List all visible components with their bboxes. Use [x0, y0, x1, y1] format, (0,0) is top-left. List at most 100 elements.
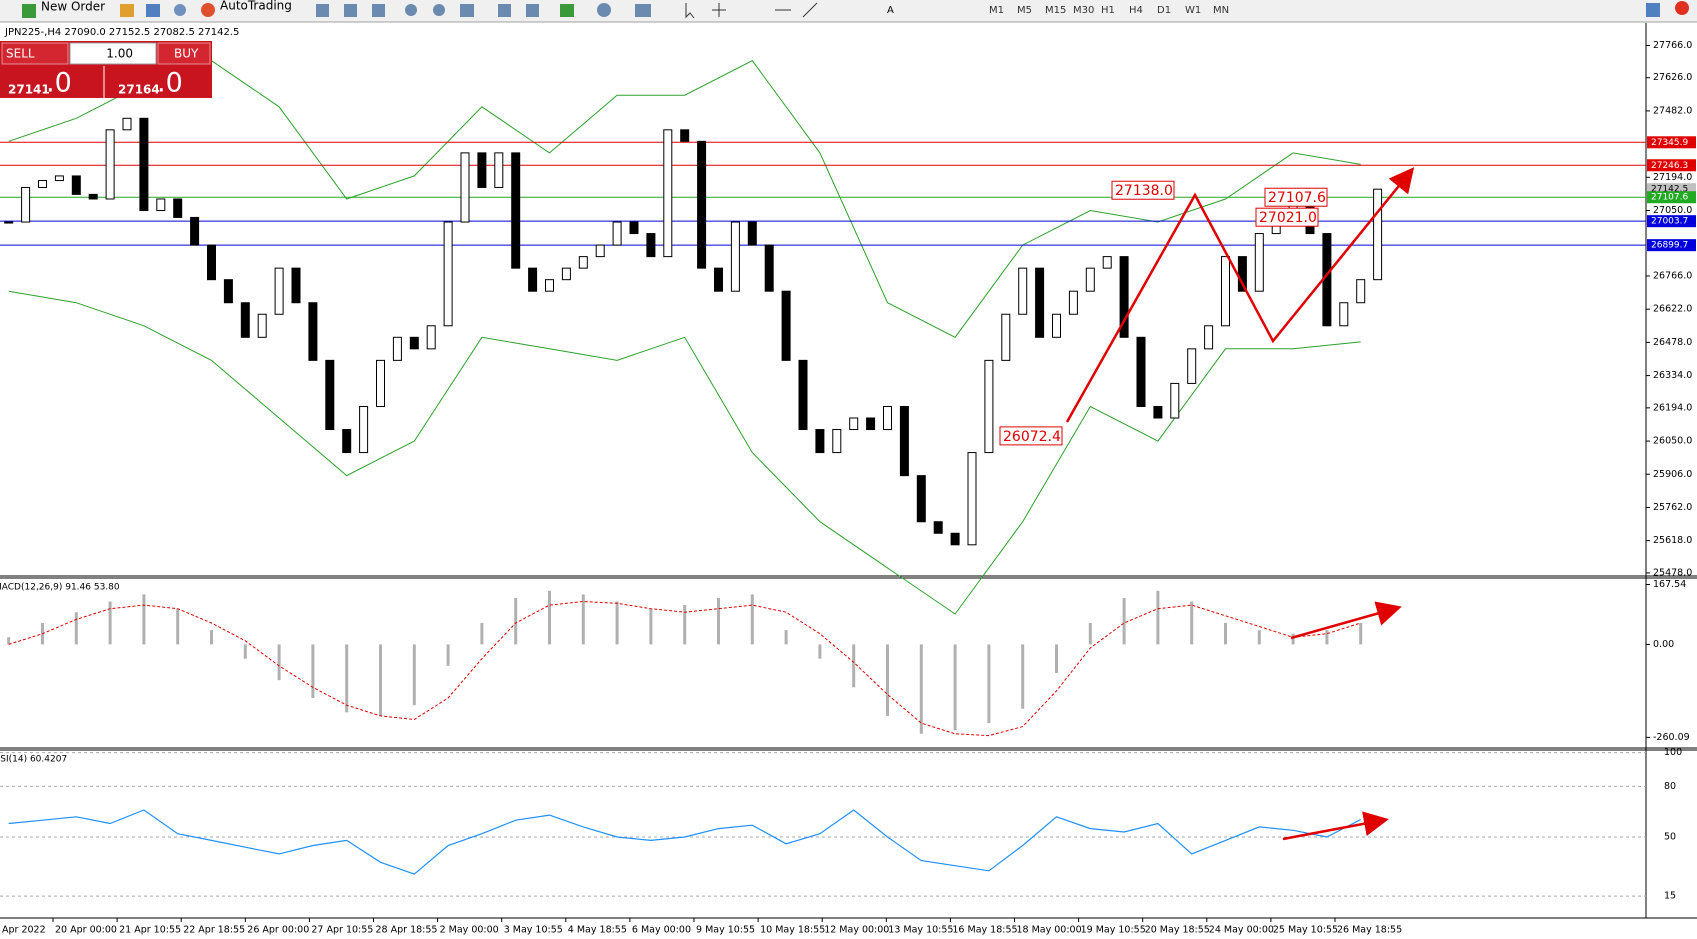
- price-level-label: 27246.3: [1651, 161, 1688, 171]
- buy-price[interactable]: 27164: [118, 83, 160, 97]
- toolbar-icon[interactable]: [344, 4, 357, 17]
- x-tick-label: 12 May 00:00: [824, 925, 889, 936]
- y-tick-label: 0.00: [1653, 639, 1674, 650]
- macd-bar: [1055, 644, 1058, 674]
- x-tick-label: 13 May 10:55: [888, 925, 953, 936]
- price-level-box: [1647, 159, 1696, 172]
- macd-bar: [1224, 622, 1227, 645]
- toolbar-icon[interactable]: [174, 4, 186, 16]
- toolbar-icon[interactable]: [146, 4, 160, 17]
- candle: [105, 129, 115, 200]
- y-tick-label: 50: [1664, 832, 1676, 843]
- zoom-out[interactable]: [433, 4, 445, 16]
- y-tick-label: 27482.0: [1653, 105, 1692, 116]
- timeframe-button[interactable]: D1: [1157, 5, 1171, 16]
- timeframe-button[interactable]: W1: [1185, 5, 1201, 16]
- candle: [697, 140, 707, 269]
- toolbar-icon[interactable]: [597, 3, 611, 17]
- text-tool[interactable]: A: [887, 5, 894, 16]
- trendline-tool[interactable]: [802, 2, 818, 18]
- candle: [933, 521, 943, 534]
- toolbar-icon[interactable]: [460, 4, 474, 17]
- timeframe-button[interactable]: M30: [1073, 5, 1094, 16]
- candle: [190, 216, 200, 246]
- candle: [1339, 302, 1349, 327]
- toolbar-icon[interactable]: [316, 4, 329, 17]
- bollinger-lower: [8, 290, 1361, 615]
- macd-bar: [750, 594, 754, 645]
- price-level-label: 27107.6: [1651, 193, 1688, 203]
- timeframe-button[interactable]: H1: [1101, 5, 1115, 16]
- macd-bar: [277, 644, 281, 681]
- toolbar-icon[interactable]: [498, 4, 511, 17]
- candle: [1170, 382, 1180, 419]
- y-tick-label: 25906.0: [1653, 469, 1692, 480]
- toolbar-icon[interactable]: [120, 4, 134, 17]
- chart-header: JPN225-,H4 27090.0 27152.5 27082.5 27142…: [4, 27, 239, 38]
- timeframe-button[interactable]: H4: [1129, 5, 1143, 16]
- candle: [122, 117, 132, 131]
- candle: [916, 475, 926, 523]
- x-tick-label: 10 May 18:55: [760, 925, 825, 936]
- cursor-tool[interactable]: [685, 3, 695, 19]
- timeframe-button[interactable]: M1: [989, 5, 1004, 16]
- sell-button[interactable]: [1, 42, 69, 65]
- auto-trading-button[interactable]: AutoTrading: [220, 0, 292, 13]
- y-tick-label: 26334.0: [1653, 370, 1692, 381]
- search-icon[interactable]: [1646, 3, 1660, 17]
- notifications[interactable]: [1675, 1, 1689, 15]
- x-tick-label: 4 May 18:55: [568, 925, 627, 936]
- macd-bar: [142, 594, 146, 645]
- candle: [38, 180, 47, 188]
- timeframe-button[interactable]: MN: [1213, 5, 1229, 16]
- buy-button[interactable]: [157, 42, 211, 65]
- candle: [376, 359, 385, 407]
- price-level-box: [1647, 136, 1696, 149]
- candle: [257, 313, 267, 338]
- x-tick-label: 20 Apr 00:00: [55, 925, 117, 936]
- sell-price[interactable]: 27141: [8, 83, 50, 97]
- toolbar: [0, 0, 1697, 22]
- toolbar-icon[interactable]: [560, 4, 574, 17]
- macd-bar: [210, 630, 213, 645]
- annotation-label: 26072.4: [1003, 429, 1061, 445]
- lots-field[interactable]: [69, 42, 157, 65]
- toolbar-icon[interactable]: [635, 4, 651, 17]
- sell-price-fraction[interactable]: .0: [46, 68, 72, 99]
- price-level-label: 26899.7: [1651, 241, 1688, 251]
- new-order-icon[interactable]: [22, 4, 36, 18]
- price-level-box: [1647, 239, 1696, 252]
- candle: [545, 279, 554, 292]
- macd-signal: [8, 600, 1361, 737]
- candle: [477, 152, 487, 188]
- x-tick-label: 24 May 00:00: [1209, 925, 1274, 936]
- macd-bar: [176, 608, 180, 645]
- y-tick-label: 25478.0: [1653, 567, 1692, 578]
- toolbar-icon[interactable]: [372, 4, 385, 17]
- candle: [1068, 290, 1078, 315]
- macd-bar: [953, 644, 957, 731]
- lots-value[interactable]: 1.00: [106, 47, 133, 61]
- timeframe-button[interactable]: M5: [1017, 5, 1032, 16]
- toolbar-icon[interactable]: [526, 4, 539, 17]
- candle: [460, 152, 470, 223]
- macd-bar: [1257, 630, 1261, 645]
- candle: [1221, 256, 1230, 327]
- buy-label[interactable]: BUY: [174, 47, 199, 61]
- macd-bar: [1122, 597, 1126, 645]
- candle: [798, 359, 808, 431]
- crosshair-tool[interactable]: [712, 3, 726, 17]
- timeframe-button[interactable]: M15: [1045, 5, 1066, 16]
- x-tick-label: 27 Apr 10:55: [311, 925, 373, 936]
- y-tick-label: 27194.0: [1653, 172, 1692, 183]
- macd-bar: [987, 644, 991, 724]
- zoom-in[interactable]: [405, 4, 417, 16]
- price-level-box: [1647, 191, 1696, 204]
- sell-label[interactable]: SELL: [6, 47, 35, 61]
- buy-price-fraction[interactable]: .0: [157, 68, 183, 99]
- auto-trading-icon[interactable]: [201, 3, 215, 17]
- x-tick-label: 3 May 10:55: [504, 925, 563, 936]
- new-order-button[interactable]: New Order: [41, 0, 105, 14]
- plot-area: 27138.0 27107.6 27021.0 26072.4 MACD(12,26,9…: [0, 60, 1646, 897]
- annotation-box: [999, 426, 1063, 446]
